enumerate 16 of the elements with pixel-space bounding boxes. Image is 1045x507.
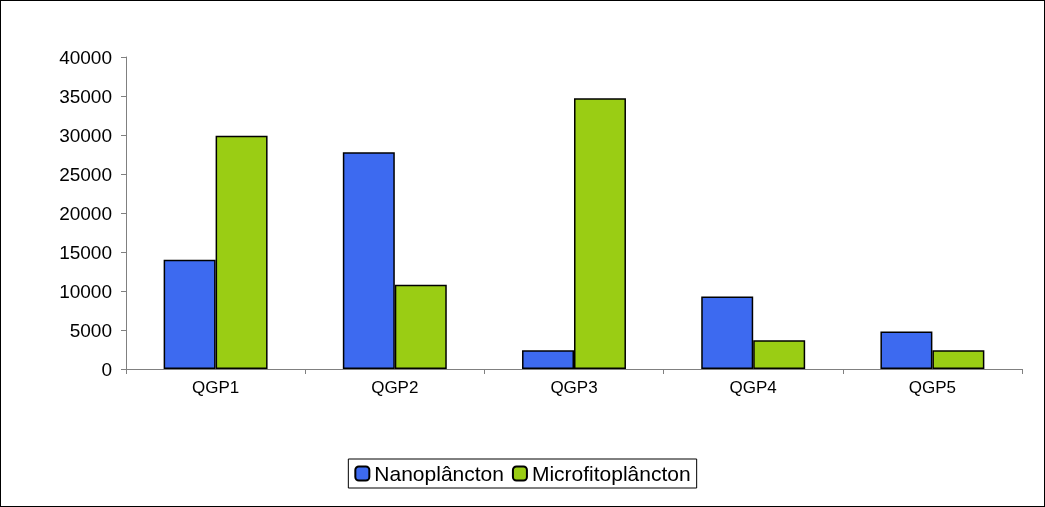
x-tick-label: QGP1: [191, 378, 240, 397]
x-tick-label: QGP5: [908, 378, 957, 397]
y-tick-label: 25000: [59, 163, 112, 185]
y-tick-label: 10000: [59, 280, 112, 302]
y-tick-label: 5000: [69, 319, 112, 341]
y-tick-label: 15000: [59, 241, 112, 263]
x-tick-label: QGP3: [550, 378, 598, 397]
y-tick-label: 40000: [59, 46, 112, 68]
legend-label: Microfitoplâncton: [531, 462, 691, 485]
x-tick-label: QGP4: [729, 378, 777, 397]
y-tick-label: 0: [101, 358, 112, 380]
legend-label: Nanoplâncton: [374, 462, 504, 485]
x-tick-label: QGP2: [371, 378, 419, 397]
y-tick-label: 20000: [59, 202, 112, 224]
y-tick-label: 35000: [59, 85, 112, 107]
y-tick-label: 30000: [59, 124, 112, 146]
